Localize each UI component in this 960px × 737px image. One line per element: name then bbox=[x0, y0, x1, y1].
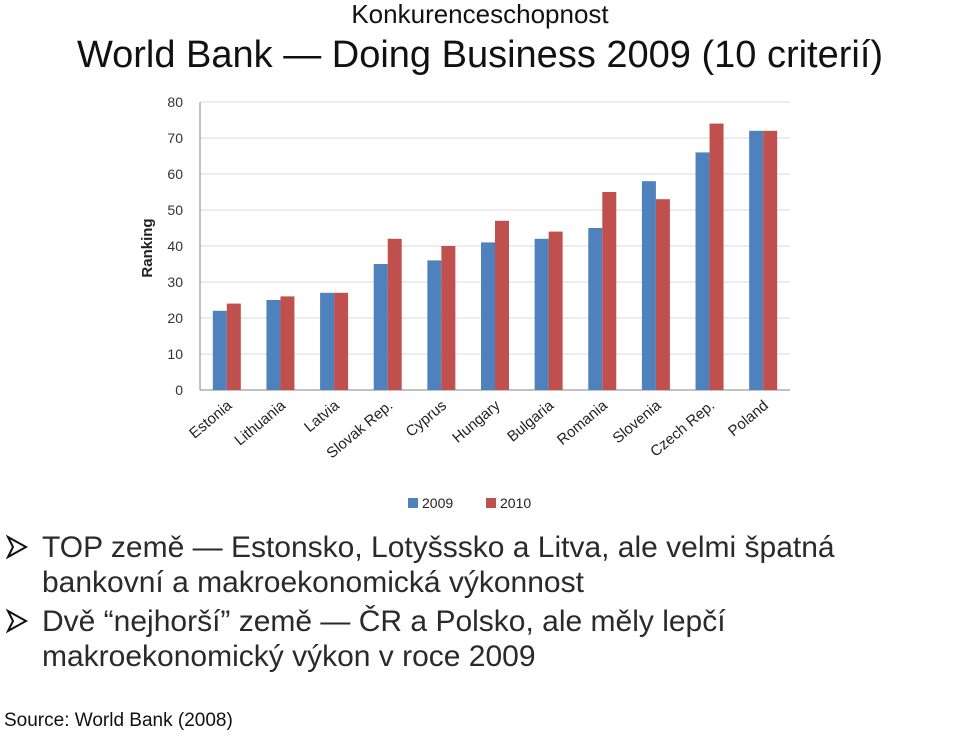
bar-2010 bbox=[548, 231, 563, 390]
x-tick-label: Lithuania bbox=[231, 397, 289, 450]
bar-2009 bbox=[427, 260, 442, 390]
y-tick-label: 20 bbox=[167, 310, 183, 326]
bar-2010 bbox=[387, 238, 402, 390]
legend-swatch bbox=[486, 498, 496, 508]
bar-2010 bbox=[655, 199, 670, 390]
bar-2009 bbox=[534, 238, 549, 390]
bar-2009 bbox=[641, 181, 656, 390]
legend-label: 2009 bbox=[422, 495, 453, 511]
bar-2009 bbox=[266, 300, 281, 390]
y-tick-label: 80 bbox=[167, 94, 183, 110]
legend-swatch bbox=[408, 498, 418, 508]
slide-title: World Bank — Doing Business 2009 (10 cri… bbox=[76, 34, 884, 76]
x-tick-label: Estonia bbox=[186, 397, 236, 443]
y-tick-label: 50 bbox=[167, 202, 183, 218]
bullet-item-2: Dvě “nejhorší” země — ČR a Polsko, ale m… bbox=[6, 604, 956, 674]
x-tick-label: Romania bbox=[554, 397, 611, 449]
legend-label: 2010 bbox=[500, 495, 531, 511]
bullet-list: TOP země — Estonsko, Lotyšssko a Litva, … bbox=[6, 530, 956, 678]
bar-2010 bbox=[441, 246, 456, 390]
bar-2010 bbox=[602, 192, 617, 390]
y-axis-label: Ranking bbox=[139, 218, 156, 277]
y-tick-label: 30 bbox=[167, 274, 183, 290]
bar-2010 bbox=[280, 296, 295, 390]
bar-2009 bbox=[320, 292, 335, 390]
bar-2010 bbox=[334, 292, 349, 390]
x-tick-label: Hungary bbox=[449, 397, 504, 447]
bullet-arrow-icon bbox=[6, 534, 29, 560]
bar-2009 bbox=[749, 130, 764, 391]
bullet-item-1: TOP země — Estonsko, Lotyšssko a Litva, … bbox=[6, 530, 956, 600]
bar-2009 bbox=[695, 152, 710, 390]
source-note: Source: World Bank (2008) bbox=[4, 710, 233, 731]
x-tick-label: Bulgaria bbox=[504, 397, 558, 446]
y-tick-label: 60 bbox=[167, 166, 183, 182]
x-tick-label: Poland bbox=[725, 397, 772, 440]
y-tick-label: 0 bbox=[175, 382, 183, 398]
bar-2010 bbox=[226, 303, 241, 390]
y-tick-label: 10 bbox=[167, 346, 183, 362]
bar-2010 bbox=[763, 130, 778, 391]
x-tick-label: Cyprus bbox=[403, 397, 450, 441]
bar-2009 bbox=[481, 242, 495, 390]
bar-2010 bbox=[709, 123, 724, 390]
bar-2009 bbox=[212, 310, 227, 390]
slide-supertitle: Konkurenceschopnost bbox=[351, 0, 609, 29]
y-tick-label: 40 bbox=[167, 238, 183, 254]
bullet-arrow-icon bbox=[6, 608, 29, 634]
x-tick-label: Latvia bbox=[301, 397, 343, 436]
bullet-text-1: TOP země — Estonsko, Lotyšssko a Litva, … bbox=[42, 531, 835, 599]
bullet-text-2: Dvě “nejhorší” země — ČR a Polsko, ale m… bbox=[42, 605, 726, 673]
bar-2010 bbox=[495, 220, 509, 390]
bar-2009 bbox=[588, 228, 603, 390]
bar-chart: 0 10 20 30 40 50 60 70 80 Ranking EstoniaLithuania… bbox=[139, 94, 790, 511]
y-tick-label: 70 bbox=[167, 130, 183, 146]
bar-2009 bbox=[373, 264, 388, 390]
